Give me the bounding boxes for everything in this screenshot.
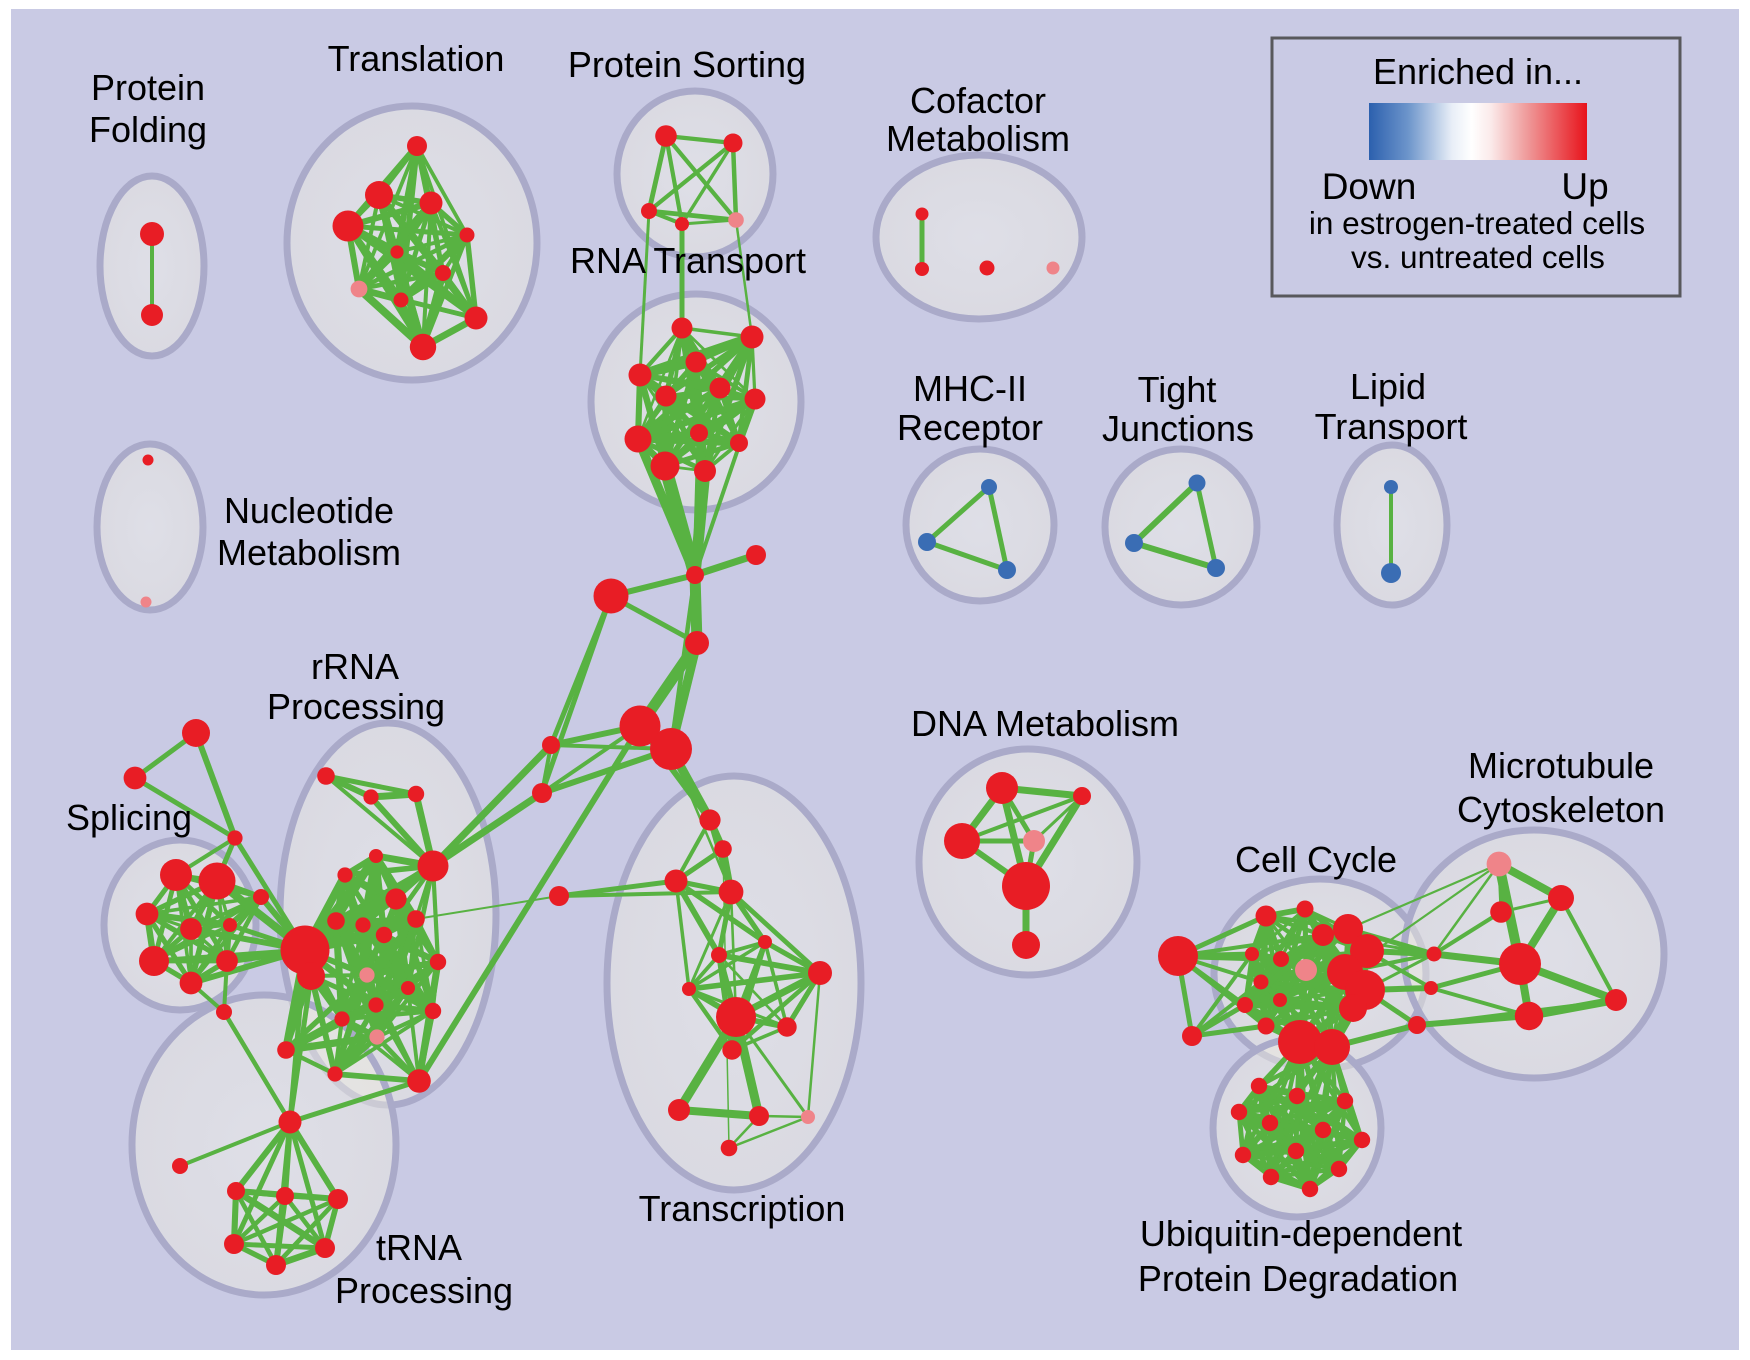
svg-text:Up: Up <box>1561 166 1608 207</box>
svg-text:Metabolism: Metabolism <box>886 118 1070 159</box>
svg-text:in estrogen-treated cells: in estrogen-treated cells <box>1309 205 1645 241</box>
svg-text:Ubiquitin-dependent: Ubiquitin-dependent <box>1140 1213 1462 1254</box>
svg-text:DNA Metabolism: DNA Metabolism <box>911 703 1179 744</box>
svg-text:Nucleotide: Nucleotide <box>224 490 394 531</box>
svg-text:Cell Cycle: Cell Cycle <box>1235 839 1397 880</box>
svg-text:Protein Sorting: Protein Sorting <box>568 44 806 85</box>
svg-text:Enriched in...: Enriched in... <box>1373 51 1583 92</box>
svg-text:rRNA: rRNA <box>311 646 399 687</box>
svg-text:Processing: Processing <box>335 1270 513 1311</box>
svg-text:vs. untreated cells: vs. untreated cells <box>1351 239 1605 275</box>
svg-text:Protein Degradation: Protein Degradation <box>1138 1258 1458 1299</box>
svg-text:Folding: Folding <box>89 109 207 150</box>
svg-text:Transcription: Transcription <box>639 1188 846 1229</box>
svg-text:Microtubule: Microtubule <box>1468 745 1654 786</box>
svg-text:Processing: Processing <box>267 686 445 727</box>
svg-text:tRNA: tRNA <box>376 1227 462 1268</box>
svg-text:Junctions: Junctions <box>1102 408 1254 449</box>
svg-text:Tight: Tight <box>1138 369 1217 410</box>
svg-text:Down: Down <box>1322 166 1417 207</box>
svg-text:MHC-II: MHC-II <box>913 368 1027 409</box>
svg-text:Splicing: Splicing <box>66 797 192 838</box>
svg-text:Transport: Transport <box>1315 406 1468 447</box>
svg-text:Cytoskeleton: Cytoskeleton <box>1457 789 1665 830</box>
svg-text:Translation: Translation <box>328 38 505 79</box>
svg-text:RNA Transport: RNA Transport <box>570 240 806 281</box>
svg-text:Protein: Protein <box>91 67 205 108</box>
svg-text:Lipid: Lipid <box>1350 366 1426 407</box>
svg-text:Cofactor: Cofactor <box>910 80 1046 121</box>
svg-text:Receptor: Receptor <box>897 407 1043 448</box>
svg-text:Metabolism: Metabolism <box>217 532 401 573</box>
